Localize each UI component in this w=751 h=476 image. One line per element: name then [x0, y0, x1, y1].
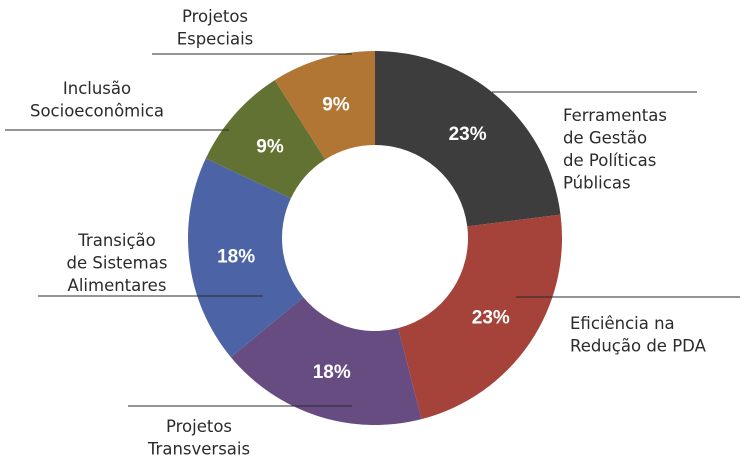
slice-eficiencia-na-reducao-de-pda [398, 214, 562, 420]
slice-projetos-especiais [274, 51, 375, 160]
category-label-eficiencia-na-reducao-de-pda: Eficiência na Redução de PDA [570, 314, 707, 356]
category-label-transicao-de-sistemas-alimentares: Transição de Sistemas Alimentares [67, 231, 168, 295]
category-label-projetos-transversais: Projetos Transversais [147, 417, 250, 459]
value-label-transicao-de-sistemas-alimentares: 18% [217, 247, 255, 268]
value-label-inclusao-socioeconomica: 9% [256, 136, 284, 157]
category-label-inclusao-socioeconomica: Inclusão Socioeconômica [30, 79, 164, 121]
value-label-ferramentas-de-gestao-de-politicas-publicas: 23% [449, 124, 487, 145]
value-label-eficiencia-na-reducao-de-pda: 23% [472, 308, 510, 329]
category-labels: Ferramentas de Gestão de Políticas Públicas… [30, 7, 707, 459]
slice-transicao-de-sistemas-alimentares [187, 158, 304, 358]
value-label-projetos-especiais: 9% [322, 95, 350, 116]
category-label-projetos-especiais: Projetos Especiais [177, 7, 254, 49]
slice-inclusao-socioeconomica [205, 80, 326, 199]
slice-ferramentas-de-gestao-de-politicas-publicas [375, 51, 561, 227]
category-label-ferramentas-de-gestao-de-politicas-publicas: Ferramentas de Gestão de Políticas Públicas [563, 106, 667, 193]
donut-slices [187, 51, 562, 425]
slice-projetos-transversais [230, 297, 422, 425]
value-label-projetos-transversais: 18% [313, 362, 351, 383]
leader-lines [5, 53, 740, 407]
percentage-labels: 23% 23% 18% 18% 9% 9% [217, 95, 510, 384]
